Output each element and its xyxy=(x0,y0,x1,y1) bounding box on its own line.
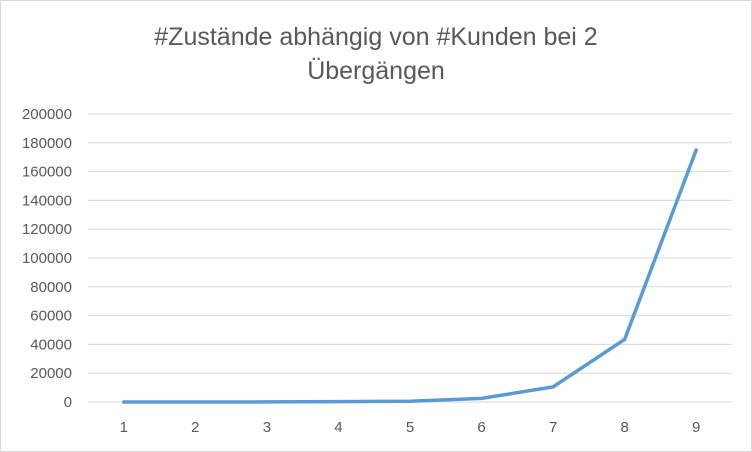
x-tick-label: 8 xyxy=(620,419,628,436)
y-tick-label: 80000 xyxy=(30,279,72,296)
y-axis-tick-labels: 0 20000 40000 60000 80000 100000 120000 140000 1… xyxy=(22,106,72,411)
x-tick-label: 9 xyxy=(692,419,700,436)
y-tick-label: 100000 xyxy=(22,250,72,267)
x-tick-label: 1 xyxy=(120,419,128,436)
gridlines xyxy=(88,113,732,403)
x-tick-label: 3 xyxy=(263,419,271,436)
chart-title-line-1: #Zustände abhängig von #Kunden bei 2 xyxy=(154,23,598,51)
x-tick-label: 2 xyxy=(191,419,199,436)
y-tick-label: 40000 xyxy=(30,336,72,353)
y-tick-label: 180000 xyxy=(22,135,72,152)
y-tick-label: 140000 xyxy=(22,192,72,209)
y-tick-label: 160000 xyxy=(22,164,72,181)
x-tick-label: 5 xyxy=(406,419,414,436)
y-tick-label: 200000 xyxy=(22,106,72,123)
chart-title: #Zustände abhängig von #Kunden bei 2 Übe… xyxy=(0,20,752,88)
y-tick-label: 120000 xyxy=(22,221,72,238)
y-tick-label: 60000 xyxy=(30,308,72,325)
x-axis-tick-labels: 1 2 3 4 5 6 7 8 9 xyxy=(120,419,701,436)
series-layer xyxy=(122,148,698,404)
y-tick-label: 0 xyxy=(64,394,72,411)
chart-title-line-2: Übergängen xyxy=(307,57,445,85)
series-line xyxy=(122,148,698,404)
x-tick-label: 4 xyxy=(334,419,342,436)
x-tick-label: 7 xyxy=(549,419,557,436)
y-tick-label: 20000 xyxy=(30,365,72,382)
x-tick-label: 6 xyxy=(477,419,485,436)
